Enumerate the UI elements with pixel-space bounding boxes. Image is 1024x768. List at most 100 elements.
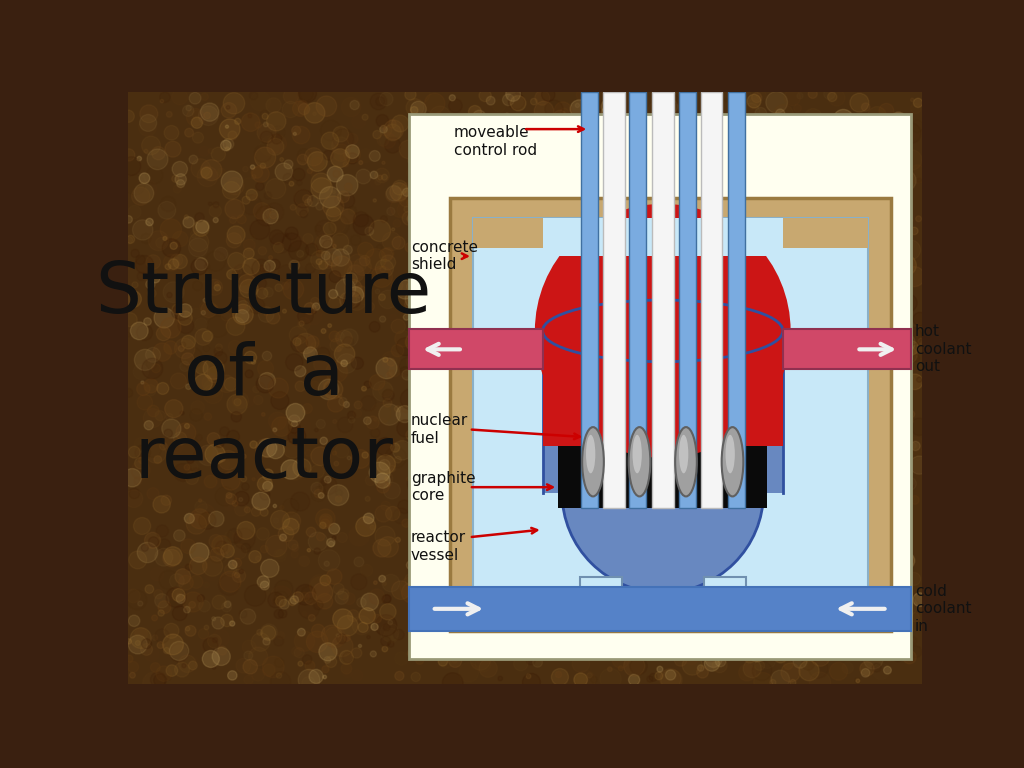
- Circle shape: [347, 153, 358, 164]
- Circle shape: [649, 674, 657, 681]
- Circle shape: [856, 246, 877, 266]
- Circle shape: [571, 346, 585, 359]
- Circle shape: [350, 101, 359, 110]
- Circle shape: [740, 428, 750, 435]
- Circle shape: [329, 270, 341, 283]
- Circle shape: [468, 207, 473, 213]
- Circle shape: [446, 320, 468, 342]
- Circle shape: [828, 504, 850, 525]
- Circle shape: [396, 406, 414, 422]
- Circle shape: [860, 662, 874, 676]
- Circle shape: [807, 240, 821, 255]
- Circle shape: [520, 351, 525, 356]
- Circle shape: [837, 373, 855, 391]
- Circle shape: [720, 359, 739, 378]
- Circle shape: [473, 110, 485, 123]
- Circle shape: [371, 651, 377, 657]
- Circle shape: [775, 109, 784, 118]
- Bar: [409, 329, 543, 369]
- Circle shape: [461, 295, 469, 303]
- Circle shape: [625, 286, 633, 294]
- Circle shape: [532, 551, 551, 568]
- Circle shape: [719, 338, 727, 346]
- Circle shape: [522, 674, 541, 691]
- Circle shape: [241, 475, 247, 482]
- Circle shape: [693, 399, 715, 419]
- Circle shape: [400, 439, 403, 442]
- Circle shape: [441, 638, 447, 645]
- Circle shape: [228, 340, 242, 353]
- Circle shape: [727, 382, 734, 390]
- Circle shape: [435, 462, 445, 472]
- Circle shape: [316, 96, 337, 117]
- Circle shape: [901, 150, 922, 170]
- Circle shape: [568, 625, 583, 640]
- Circle shape: [329, 290, 338, 299]
- Circle shape: [663, 204, 668, 208]
- Circle shape: [407, 98, 424, 117]
- Circle shape: [646, 352, 660, 366]
- Circle shape: [879, 104, 894, 118]
- Circle shape: [260, 163, 265, 168]
- Circle shape: [195, 213, 204, 222]
- Circle shape: [728, 616, 746, 633]
- Circle shape: [904, 266, 925, 286]
- Circle shape: [738, 167, 758, 186]
- Circle shape: [499, 474, 514, 489]
- Circle shape: [872, 568, 887, 581]
- Circle shape: [699, 379, 703, 384]
- Text: Structure
of  a
reactor: Structure of a reactor: [95, 259, 432, 492]
- Circle shape: [382, 247, 394, 260]
- Circle shape: [697, 376, 713, 392]
- Circle shape: [224, 601, 231, 607]
- Circle shape: [567, 185, 575, 194]
- Circle shape: [126, 655, 133, 662]
- Circle shape: [699, 309, 719, 328]
- Circle shape: [279, 609, 287, 618]
- Circle shape: [170, 373, 186, 389]
- Circle shape: [846, 210, 859, 223]
- Circle shape: [479, 412, 495, 426]
- Circle shape: [177, 180, 184, 187]
- Circle shape: [895, 480, 900, 485]
- Circle shape: [795, 193, 812, 210]
- Circle shape: [676, 211, 690, 226]
- Circle shape: [641, 335, 656, 349]
- Circle shape: [870, 260, 890, 279]
- Circle shape: [724, 184, 729, 189]
- Circle shape: [257, 576, 269, 588]
- Circle shape: [454, 305, 460, 311]
- Circle shape: [585, 435, 590, 441]
- Circle shape: [676, 197, 692, 213]
- Circle shape: [910, 485, 914, 488]
- Circle shape: [638, 306, 652, 321]
- Circle shape: [266, 264, 275, 273]
- Circle shape: [626, 638, 639, 651]
- Circle shape: [438, 657, 447, 666]
- Circle shape: [749, 326, 753, 330]
- Circle shape: [508, 448, 528, 469]
- Circle shape: [207, 280, 222, 296]
- Circle shape: [189, 557, 207, 574]
- Circle shape: [545, 100, 563, 118]
- Circle shape: [407, 199, 414, 206]
- Circle shape: [631, 532, 645, 547]
- Circle shape: [660, 301, 679, 319]
- Circle shape: [792, 266, 800, 275]
- Circle shape: [347, 610, 359, 621]
- Circle shape: [220, 571, 241, 592]
- Circle shape: [665, 511, 679, 526]
- Circle shape: [749, 305, 765, 320]
- Circle shape: [501, 400, 522, 421]
- Circle shape: [799, 660, 819, 680]
- Circle shape: [593, 649, 601, 657]
- Circle shape: [264, 312, 267, 316]
- Circle shape: [319, 437, 328, 445]
- Circle shape: [328, 166, 343, 182]
- Circle shape: [828, 90, 845, 106]
- Bar: [603, 92, 625, 508]
- Circle shape: [908, 235, 912, 239]
- Circle shape: [562, 392, 764, 593]
- Circle shape: [890, 112, 906, 128]
- Circle shape: [291, 551, 298, 558]
